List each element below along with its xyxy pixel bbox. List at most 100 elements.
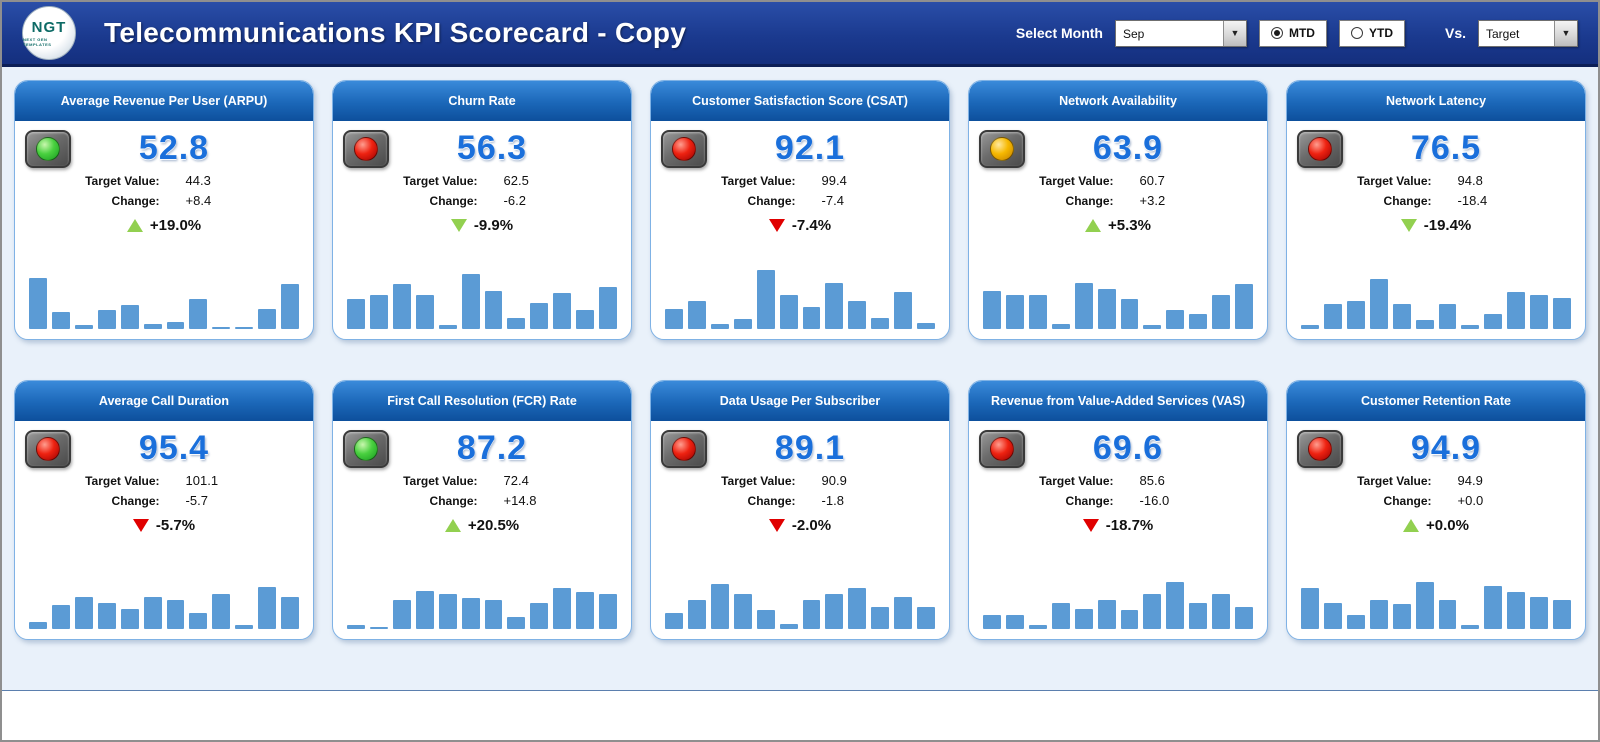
kpi-card-title: Data Usage Per Subscriber [651, 381, 949, 421]
sparkline-bar [553, 293, 572, 329]
sparkline-bar [189, 612, 208, 629]
target-row: Target Value: 60.7 [979, 173, 1257, 188]
target-label: Target Value: [1357, 173, 1432, 188]
mtd-option[interactable]: MTD [1258, 19, 1327, 47]
sparkline-bar [599, 286, 618, 329]
kpi-card: Churn Rate 56.3 Target Value: 62.5 Chang… [332, 80, 632, 340]
sparkline-bar [1301, 588, 1319, 629]
sparkline-bar [97, 310, 116, 329]
change-down-arrow-icon [768, 218, 785, 232]
sparkline [29, 267, 300, 329]
select-month-label: Select Month [1015, 25, 1103, 41]
sparkline-bar [415, 294, 434, 329]
sparkline-bar [461, 598, 480, 629]
sparkline-bar [212, 594, 231, 629]
kpi-value: 56.3 [456, 129, 528, 167]
status-light-icon [1308, 436, 1332, 461]
sparkline-bar [392, 284, 411, 329]
change-percent: +20.5% [467, 516, 520, 534]
change-row: Change: -1.8 [661, 493, 939, 508]
sparkline-bar [871, 317, 890, 329]
sparkline-bar [1051, 602, 1070, 629]
sparkline-bar [1553, 298, 1572, 329]
sparkline-bar [1530, 294, 1549, 329]
mtd-radio-icon[interactable] [1270, 27, 1283, 39]
change-row: Change: -7.4 [661, 193, 939, 208]
target-row: Target Value: 44.3 [25, 173, 303, 188]
sparkline-bar [687, 301, 706, 329]
vs-dropdown[interactable]: Target ▼ [1478, 19, 1578, 47]
kpi-card-body: 92.1 Target Value: 99.4 Change: -7.4 -7.… [651, 121, 949, 339]
change-value: +0.0 [1457, 493, 1484, 508]
target-row: Target Value: 85.6 [979, 473, 1257, 488]
change-label: Change: [1383, 193, 1432, 208]
sparkline-bar [1461, 625, 1480, 629]
change-down-arrow-icon [768, 518, 785, 532]
change-row: Change: -16.0 [979, 493, 1257, 508]
sparkline-bar [530, 302, 549, 329]
sparkline-bar [347, 299, 365, 329]
sparkline-bar [576, 310, 595, 329]
sparkline-bar [369, 294, 388, 329]
change-row: Change: -5.7 [25, 493, 303, 508]
sparkline-bar [258, 309, 277, 329]
vs-dropdown-arrow-icon[interactable]: ▼ [1554, 20, 1577, 46]
sparkline-bar [51, 311, 70, 329]
change-down-arrow-icon [450, 218, 467, 232]
sparkline-bar [235, 326, 254, 329]
kpi-card-title: Churn Rate [333, 81, 631, 121]
kpi-value: 92.1 [774, 129, 846, 167]
ytd-option[interactable]: YTD [1338, 19, 1405, 47]
status-light-bezel [979, 429, 1025, 468]
change-value: -16.0 [1139, 493, 1170, 508]
month-dropdown-arrow-icon[interactable]: ▼ [1222, 20, 1246, 46]
kpi-card-title: Average Call Duration [15, 381, 313, 421]
target-label: Target Value: [1039, 473, 1114, 488]
sparkline-bar [1346, 301, 1365, 329]
logo-text: NGT [31, 18, 67, 36]
sparkline-bar [599, 594, 618, 629]
sparkline-bar [347, 625, 365, 629]
sparkline-bar [1166, 310, 1185, 329]
change-down-arrow-icon [1082, 518, 1099, 532]
change-value: +3.2 [1139, 193, 1166, 208]
kpi-card: Revenue from Value-Added Services (VAS) … [968, 380, 1268, 640]
kpi-card: Customer Retention Rate 94.9 Target Valu… [1286, 380, 1586, 640]
sparkline [983, 567, 1254, 629]
change-label: Change: [429, 493, 478, 508]
sparkline-bar [802, 600, 821, 629]
status-light-bezel [1297, 429, 1343, 468]
kpi-value: 52.8 [138, 129, 210, 167]
kpi-card-body: 69.6 Target Value: 85.6 Change: -16.0 -1… [969, 421, 1267, 639]
ytd-label: YTD [1368, 26, 1393, 40]
sparkline-bar [802, 307, 821, 329]
sparkline-bar [1005, 294, 1024, 329]
sparkline-bar [212, 326, 231, 329]
status-light-icon [990, 436, 1014, 461]
sparkline-bar [871, 606, 890, 629]
sparkline-bar [1415, 581, 1434, 629]
change-label: Change: [1065, 493, 1114, 508]
kpi-card: Data Usage Per Subscriber 89.1 Target Va… [650, 380, 950, 640]
sparkline-bar [825, 594, 844, 629]
kpi-card: Customer Satisfaction Score (CSAT) 92.1 … [650, 80, 950, 340]
sparkline-bar [415, 590, 434, 629]
sparkline-bar [166, 600, 185, 629]
change-value: -1.8 [821, 493, 844, 508]
sparkline-bar [1438, 600, 1457, 629]
status-light-icon [672, 136, 696, 161]
ytd-radio-icon[interactable] [1350, 27, 1363, 39]
kpi-card-body: 52.8 Target Value: 44.3 Change: +8.4 +19… [15, 121, 313, 339]
sparkline-bar [983, 615, 1001, 629]
month-dropdown[interactable]: Sep ▼ [1114, 19, 1247, 47]
sparkline-bar [1189, 313, 1208, 329]
change-percent-row: -7.4% [661, 215, 939, 235]
sparkline-bar [1553, 600, 1572, 629]
bottom-bar [2, 691, 1598, 739]
sparkline-bar [369, 626, 388, 629]
kpi-card-body: 76.5 Target Value: 94.8 Change: -18.4 -1… [1287, 121, 1585, 339]
sparkline-bar [120, 305, 139, 329]
change-row: Change: -18.4 [1297, 193, 1575, 208]
kpi-card-title: Customer Retention Rate [1287, 381, 1585, 421]
kpi-card-title: Customer Satisfaction Score (CSAT) [651, 81, 949, 121]
